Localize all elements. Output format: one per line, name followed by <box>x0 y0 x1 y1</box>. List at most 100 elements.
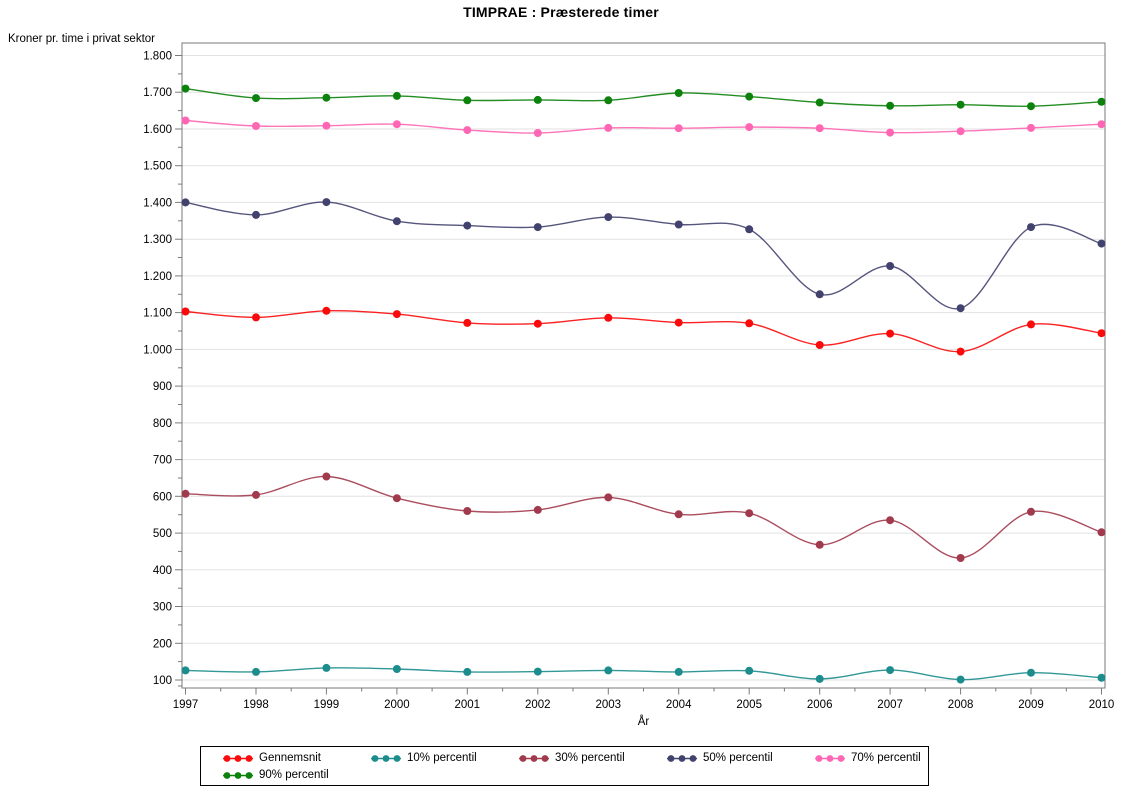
y-tick-label: 1.000 <box>143 344 172 356</box>
legend-item: 10% percentil <box>371 752 477 764</box>
series-line <box>185 475 1102 559</box>
y-axis: 100 200 300 400 500 600 700 800 900 1.000 1.100 1.2… <box>143 51 182 687</box>
data-point <box>674 124 683 133</box>
x-axis: 1997 1998 1999 2000 2001 2002 2003 2004 2005 2006… <box>173 688 1115 711</box>
legend-marker <box>667 754 697 762</box>
legend-label: 10% percentil <box>407 752 477 764</box>
data-point <box>392 120 401 129</box>
series-50-percentil <box>181 198 1106 313</box>
legend-label: 70% percentil <box>851 752 921 764</box>
data-point <box>252 210 260 219</box>
data-point <box>745 319 754 328</box>
data-point <box>745 123 754 132</box>
series-gennemsnit <box>181 306 1106 356</box>
data-point <box>674 510 683 519</box>
data-point <box>886 329 895 338</box>
data-point <box>463 126 472 135</box>
x-tick-label: 2000 <box>384 699 410 711</box>
x-tick-label: 2010 <box>1089 699 1115 711</box>
data-point <box>886 516 895 525</box>
series-line <box>185 119 1102 134</box>
y-tick-label: 800 <box>153 418 172 430</box>
x-tick-label: 2001 <box>455 699 481 711</box>
data-point <box>886 128 895 137</box>
data-point <box>604 493 613 502</box>
y-tick-label: 700 <box>153 455 172 467</box>
data-point <box>886 262 895 270</box>
data-point <box>674 667 683 676</box>
data-point <box>1097 97 1106 106</box>
data-point <box>533 505 542 514</box>
legend-item: 70% percentil <box>815 752 921 764</box>
data-point <box>463 318 472 327</box>
data-point <box>533 129 542 137</box>
data-point <box>533 95 542 104</box>
legend-label: Gennemsnit <box>259 752 322 764</box>
data-point <box>392 494 401 503</box>
plot-frame <box>181 42 1106 689</box>
data-point <box>322 663 331 672</box>
y-tick-label: 400 <box>153 565 172 577</box>
data-point <box>322 93 331 102</box>
data-point <box>1097 120 1106 129</box>
y-tick-label: 1.400 <box>143 197 172 209</box>
data-point <box>463 507 472 515</box>
x-tick-label: 1998 <box>243 699 269 711</box>
y-tick-label: 300 <box>153 602 172 614</box>
data-point <box>322 306 331 315</box>
y-tick-label: 1.100 <box>143 308 172 320</box>
data-point <box>463 96 472 105</box>
data-point <box>533 319 542 328</box>
x-tick-label: 1999 <box>314 699 340 711</box>
y-tick-label: 200 <box>153 638 172 650</box>
chart-title: TIMPRAE : Præsterede timer <box>463 4 659 20</box>
data-point <box>956 100 965 109</box>
data-point <box>1097 528 1106 537</box>
x-tick-label: 2003 <box>596 699 622 711</box>
data-point <box>815 98 824 107</box>
data-point <box>181 198 190 207</box>
data-point <box>533 667 542 676</box>
data-point <box>745 225 754 234</box>
series-line <box>185 310 1102 353</box>
data-point <box>463 221 472 230</box>
data-point <box>1027 668 1035 677</box>
data-point <box>1027 320 1035 329</box>
data-point <box>604 313 613 322</box>
data-point <box>604 123 613 132</box>
data-point <box>956 347 965 356</box>
legend-item: 30% percentil <box>519 752 625 764</box>
data-point <box>745 666 754 675</box>
series-line <box>185 667 1102 681</box>
data-point <box>886 101 895 110</box>
data-point <box>181 666 190 675</box>
data-point <box>604 213 613 222</box>
legend-marker <box>519 754 549 762</box>
series-line <box>185 87 1102 107</box>
series-line <box>185 201 1102 310</box>
data-point <box>745 92 754 101</box>
data-point <box>392 91 401 100</box>
data-point <box>1097 329 1106 338</box>
y-tick-label: 1.200 <box>143 271 172 283</box>
data-point <box>322 472 331 481</box>
x-tick-label: 2002 <box>525 699 551 711</box>
data-point <box>463 667 472 676</box>
legend: Gennemsnit 10% percentil 30% percentil 50% … <box>200 746 929 786</box>
data-point <box>392 310 401 319</box>
legend-marker <box>371 754 401 762</box>
x-tick-label: 2007 <box>877 699 903 711</box>
data-point <box>815 290 824 299</box>
series-90-percentil <box>181 84 1106 111</box>
y-tick-label: 1.800 <box>143 51 172 63</box>
data-point <box>815 124 824 133</box>
y-axis-title: Kroner pr. time i privat sektor <box>8 33 155 45</box>
data-point <box>252 94 260 103</box>
y-tick-label: 100 <box>153 675 172 687</box>
data-point <box>181 116 190 125</box>
y-tick-label: 1.700 <box>143 87 172 99</box>
x-tick-label: 2005 <box>736 699 762 711</box>
data-point <box>1097 239 1106 248</box>
data-point <box>674 220 683 229</box>
legend-marker <box>223 771 253 779</box>
